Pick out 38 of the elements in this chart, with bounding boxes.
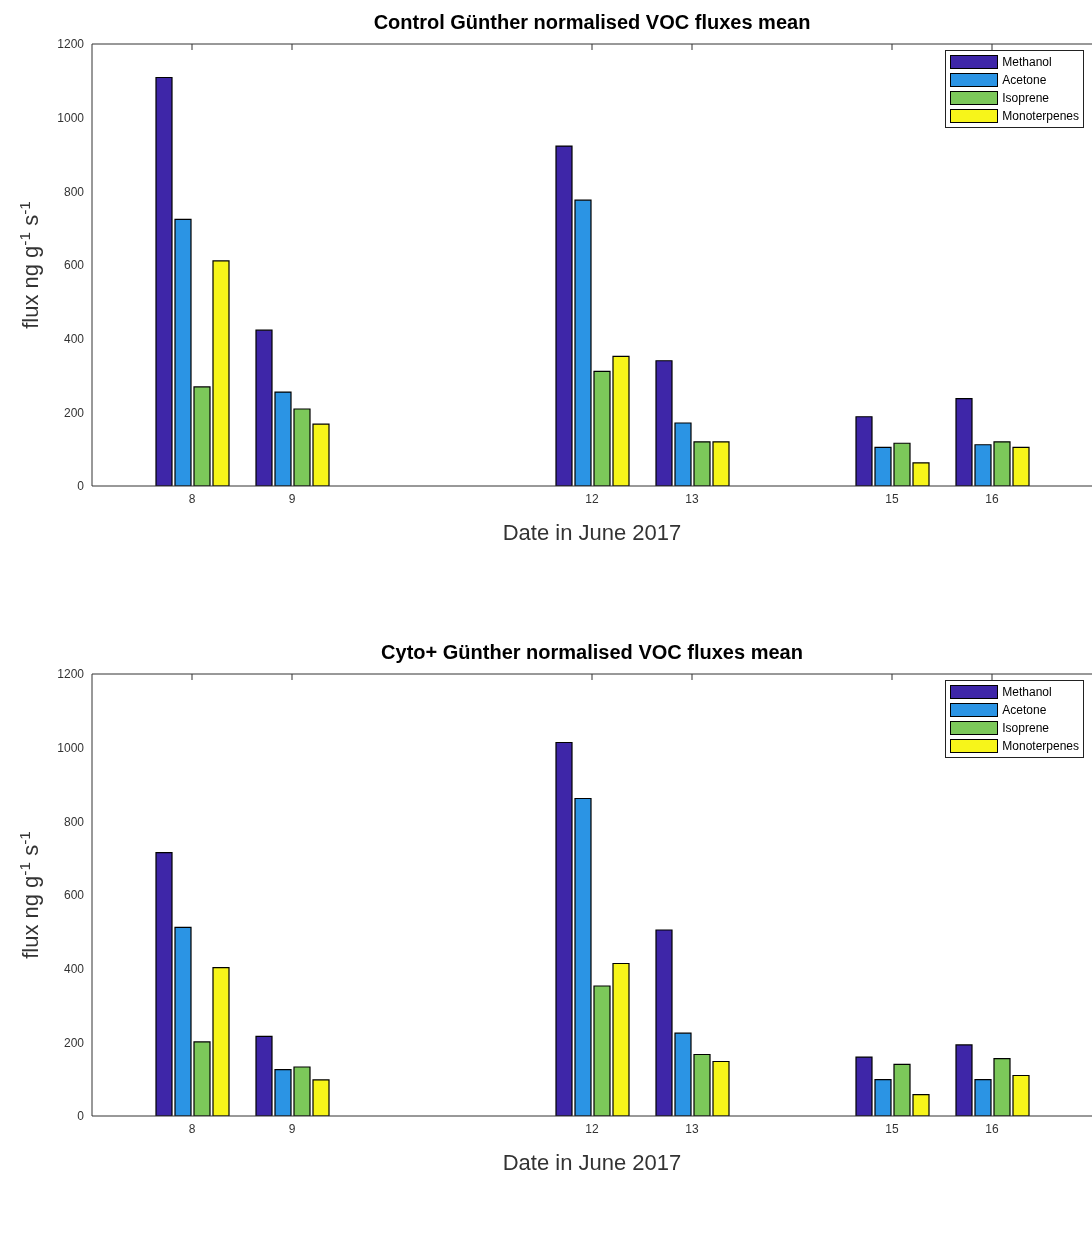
x-axis-title: Date in June 2017 (502, 1150, 682, 1175)
y-tick-label: 800 (63, 184, 85, 199)
y-tick-label: 0 (77, 479, 85, 494)
legend-label: Monoterpenes (1002, 109, 1079, 123)
y-tick-label: 1000 (57, 740, 85, 755)
x-tick-label: 15 (885, 1121, 899, 1136)
y-tick-label: 800 (63, 814, 85, 829)
x-tick-label: 16 (985, 1121, 999, 1136)
x-tick-label: 12 (585, 491, 599, 506)
y-tick-label: 1200 (57, 667, 85, 682)
y-tick-label: 600 (63, 888, 85, 903)
y-tick-label: 1000 (57, 110, 85, 125)
y-tick-label: 0 (77, 1109, 85, 1124)
x-tick-label: 8 (188, 491, 196, 506)
y-tick-label: 400 (63, 961, 85, 976)
x-tick-label: 12 (585, 1121, 599, 1136)
x-tick-label: 9 (288, 491, 296, 506)
legend-label: Monoterpenes (1002, 739, 1079, 753)
x-tick-label: 15 (885, 491, 899, 506)
x-axis-title: Date in June 2017 (502, 520, 682, 545)
legend-label: Isoprene (1002, 91, 1049, 105)
legend-label: Acetone (1002, 73, 1047, 87)
legend-label: Isoprene (1002, 721, 1049, 735)
x-tick-label: 13 (685, 491, 699, 506)
x-tick-label: 13 (685, 1121, 699, 1136)
legend-label: Acetone (1002, 703, 1047, 717)
y-tick-label: 1200 (57, 37, 85, 52)
chart-title: Control Günther normalised VOC fluxes mean (372, 10, 812, 35)
legend-label: Methanol (1002, 55, 1052, 69)
x-tick-label: 8 (188, 1121, 196, 1136)
y-tick-label: 200 (63, 405, 85, 420)
y-tick-label: 600 (63, 258, 85, 273)
x-tick-label: 16 (985, 491, 999, 506)
y-tick-label: 400 (63, 331, 85, 346)
x-tick-label: 9 (288, 1121, 296, 1136)
legend-label: Methanol (1002, 685, 1052, 699)
chart-title: Cyto+ Günther normalised VOC fluxes mean (380, 640, 804, 665)
y-tick-label: 200 (63, 1035, 85, 1050)
